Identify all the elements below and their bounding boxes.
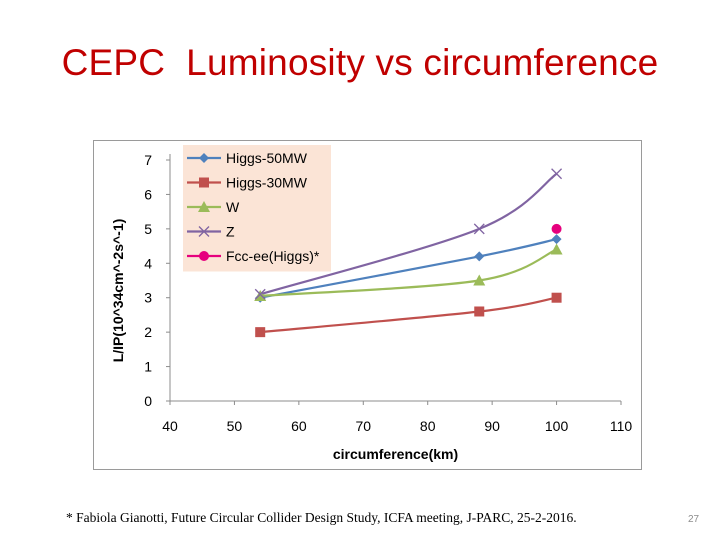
y-tick-label: 0 (144, 393, 152, 409)
x-tick-label: 90 (484, 418, 500, 434)
legend-marker-2 (198, 201, 210, 212)
legend-marker-4 (199, 251, 209, 261)
series-line-3 (259, 172, 558, 296)
legend-marker-3 (198, 226, 210, 237)
x-tick-label: 50 (227, 418, 243, 434)
data-point-s3-p2 (551, 168, 563, 180)
chart-frame: 0 1 2 3 4 5 6 7 40 50 60 70 80 90 100 110 circumference(… (93, 140, 642, 470)
x-mark-stroke (254, 288, 266, 300)
y-tick-label: 2 (144, 324, 152, 340)
data-point-s0-p1 (474, 251, 485, 262)
data-point-s1-p0 (255, 327, 266, 338)
legend-label-0: Higgs-50MW (226, 150, 308, 166)
series-line-1 (260, 296, 557, 334)
x-tick-label: 60 (291, 418, 307, 434)
data-point-s2-p0 (254, 289, 267, 301)
data-point-s3-p1 (473, 223, 485, 235)
data-point-s0-p2 (551, 234, 562, 245)
data-point-s1-p2 (551, 292, 562, 303)
y-tick-label: 4 (144, 255, 152, 271)
legend-marker-1 (199, 177, 209, 188)
x-tick-label: 80 (420, 418, 436, 434)
legend-label-1: Higgs-30MW (226, 175, 308, 191)
slide-number: 27 (688, 514, 700, 525)
x-tick-label: 100 (545, 418, 569, 434)
footnote: * Fabiola Gianotti, Future Circular Coll… (66, 510, 577, 525)
data-point-s1-p1 (474, 306, 485, 317)
y-tick-label: 1 (144, 359, 152, 375)
legend-marker-0 (199, 153, 209, 163)
x-mark-stroke (473, 223, 485, 235)
x-tick-label: 110 (610, 418, 633, 434)
legend-label-2: W (226, 199, 240, 215)
x-axis-title: circumference(km) (333, 446, 458, 462)
luminosity-chart: 0 1 2 3 4 5 6 7 40 50 60 70 80 90 100 110 circumference(… (110, 145, 633, 462)
x-tick-label: 40 (162, 418, 178, 434)
y-tick-label: 6 (144, 186, 152, 202)
series-line-2 (260, 248, 558, 298)
series-line-0 (259, 238, 557, 299)
data-point-s2-p2 (550, 243, 563, 255)
x-tick-label: 70 (355, 418, 371, 434)
data-point-s3-p0 (254, 288, 266, 300)
x-mark-stroke (198, 226, 210, 237)
legend-label-3: Z (226, 224, 235, 240)
x-mark-stroke (551, 168, 563, 180)
y-axis-title: L/IP(10^34cm^-2s^-1) (110, 219, 126, 363)
slide-title: CEPC Luminosity vs circumference (61, 42, 659, 83)
data-point-s4-p0 (551, 223, 562, 234)
y-tick-label: 7 (144, 152, 152, 168)
data-point-s2-p1 (473, 274, 486, 286)
y-tick-label: 5 (144, 221, 152, 237)
legend-label-4: Fcc-ee(Higgs)* (226, 248, 320, 264)
y-tick-label: 3 (144, 290, 152, 306)
